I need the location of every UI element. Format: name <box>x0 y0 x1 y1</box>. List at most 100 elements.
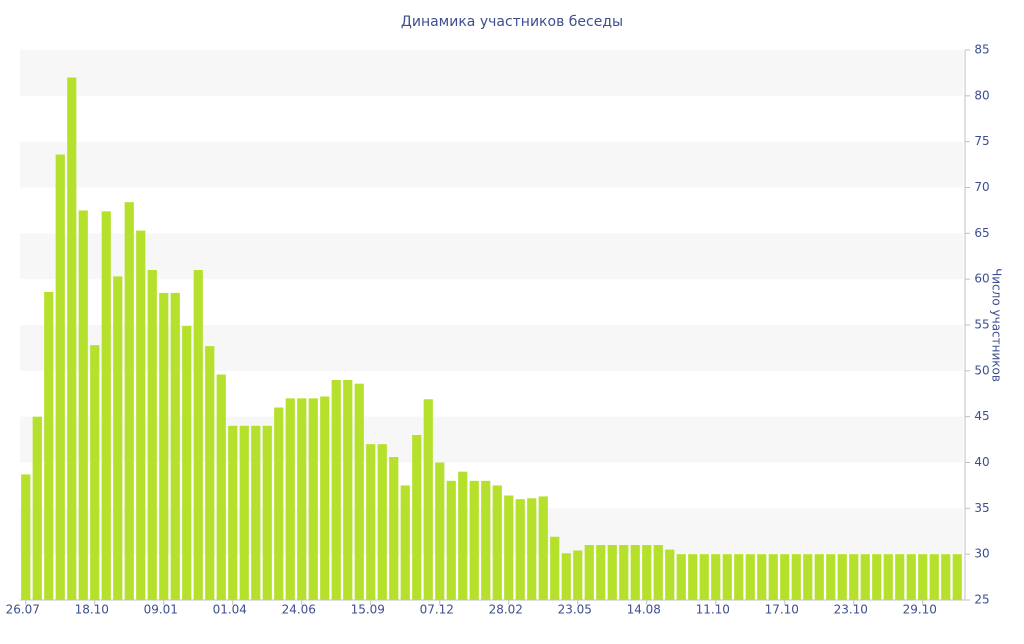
bar <box>205 346 215 600</box>
bar <box>343 380 353 600</box>
bar <box>251 425 261 600</box>
bar <box>182 325 192 600</box>
bar <box>906 554 916 600</box>
y-tick-label: 25 <box>974 593 989 607</box>
bar <box>101 211 111 601</box>
bar <box>113 276 123 600</box>
bar <box>366 444 376 600</box>
bar <box>538 496 548 600</box>
bar <box>78 210 88 600</box>
x-tick-label: 23.05 <box>558 603 592 617</box>
y-tick-label: 80 <box>974 88 989 102</box>
bar <box>400 485 410 600</box>
bar <box>389 457 399 600</box>
bar <box>423 399 433 600</box>
bar <box>527 498 537 600</box>
bar <box>458 471 468 600</box>
y-tick-label: 65 <box>974 226 989 240</box>
bar <box>170 292 180 600</box>
x-tick-label: 29.10 <box>903 603 937 617</box>
bar <box>274 407 284 600</box>
x-tick-label: 11.10 <box>696 603 730 617</box>
bar <box>561 553 571 600</box>
bar <box>239 425 249 600</box>
bar <box>90 345 100 600</box>
x-tick-label: 15.09 <box>351 603 385 617</box>
bar <box>711 554 721 600</box>
bar <box>515 499 525 600</box>
bar <box>573 550 583 600</box>
bar <box>895 554 905 600</box>
bar <box>320 396 330 600</box>
bar <box>630 545 640 600</box>
bar <box>55 154 65 600</box>
bar <box>136 230 146 601</box>
bar <box>21 474 31 600</box>
bar <box>780 554 790 600</box>
bar <box>837 554 847 600</box>
y-tick-label: 75 <box>974 134 989 148</box>
bar <box>67 77 77 600</box>
grid-band <box>20 233 963 280</box>
bar <box>193 270 203 600</box>
bar <box>216 374 226 600</box>
bar <box>883 554 893 600</box>
bar <box>331 380 341 600</box>
bar <box>791 554 801 600</box>
bar <box>768 554 778 600</box>
y-tick-label: 45 <box>974 409 989 423</box>
y-tick-label: 85 <box>974 43 989 57</box>
bar <box>228 425 238 600</box>
bar <box>872 554 882 600</box>
x-tick-label: 18.10 <box>75 603 109 617</box>
bar <box>354 383 364 600</box>
grid-band <box>20 50 963 96</box>
chart-title: Динамика участников беседы <box>401 14 623 30</box>
x-tick-label: 01.04 <box>213 603 247 617</box>
bar <box>849 554 859 600</box>
bar <box>676 554 686 600</box>
bar <box>159 292 169 600</box>
bar <box>688 554 698 600</box>
bar <box>607 545 617 600</box>
bar <box>469 480 479 600</box>
bar <box>446 480 456 600</box>
bar <box>584 545 594 600</box>
x-tick-label: 23.10 <box>834 603 868 617</box>
bar <box>814 554 824 600</box>
x-tick-label: 07.12 <box>420 603 454 617</box>
bar <box>412 435 422 600</box>
y-tick-label: 30 <box>974 547 989 561</box>
y-tick-label: 55 <box>974 318 989 332</box>
bar <box>32 416 42 600</box>
x-tick-label: 17.10 <box>765 603 799 617</box>
bar <box>44 292 54 600</box>
bar <box>665 549 675 600</box>
bar <box>757 554 767 600</box>
bar <box>745 554 755 600</box>
bar <box>803 554 813 600</box>
bar <box>734 554 744 600</box>
bar <box>826 554 836 600</box>
bar <box>722 554 732 600</box>
bar <box>860 554 870 600</box>
bar <box>504 495 514 600</box>
y-tick-label: 70 <box>974 180 989 194</box>
y-tick-label: 50 <box>974 363 989 377</box>
bar <box>377 444 387 600</box>
bar <box>653 545 663 600</box>
x-tick-label: 26.07 <box>6 603 40 617</box>
bar <box>308 398 318 600</box>
bar <box>124 202 134 600</box>
y-tick-label: 35 <box>974 501 989 515</box>
bar <box>941 554 951 600</box>
x-tick-label: 24.06 <box>282 603 316 617</box>
bar <box>550 536 560 600</box>
bar <box>918 554 928 600</box>
y-axis-title: Число участников <box>990 268 1004 382</box>
x-tick-label: 09.01 <box>144 603 178 617</box>
bar <box>147 270 157 600</box>
y-tick-label: 40 <box>974 455 989 469</box>
bar <box>619 545 629 600</box>
